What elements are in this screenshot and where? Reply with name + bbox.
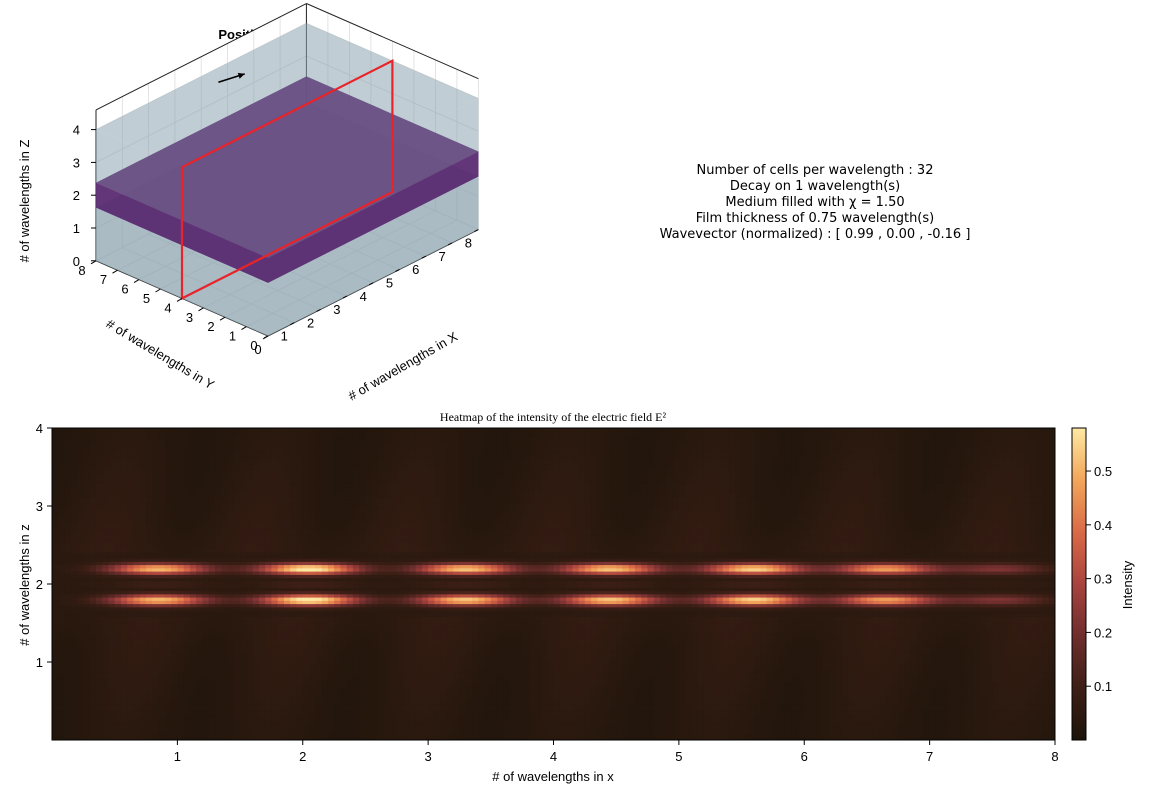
y-tick-mark [263, 336, 268, 339]
heatmap-panel: Heatmap of the intensity of the electric… [17, 410, 1135, 784]
y-tick-mark [242, 327, 247, 330]
heatmap-cells [52, 428, 1056, 741]
x-tick-label: 6 [412, 262, 419, 277]
axes-3d: Position of the heatmap 0123456780123456… [17, 4, 478, 404]
y-tick-mark [199, 308, 204, 311]
z-tick-label: 2 [73, 188, 80, 203]
x-tick-label: 5 [386, 276, 393, 291]
y-tick-label: 3 [186, 310, 193, 325]
x-tick-label: 4 [360, 289, 367, 304]
y-tick-label: 0 [250, 338, 257, 353]
y-tick-label: 6 [121, 282, 128, 297]
x-tick-label: 7 [438, 249, 445, 264]
z-tick-label: 0 [73, 254, 80, 269]
x-tick-label: 8 [465, 236, 472, 251]
x-tick-label: 2 [307, 315, 314, 330]
axis-label-x: # of wavelengths in X [345, 329, 460, 404]
z-tick-label: 3 [73, 155, 80, 170]
x-tick-label: 3 [333, 302, 340, 317]
y-tick-label: 2 [207, 319, 214, 334]
y-tick-label: 4 [164, 300, 171, 315]
y-tick-mark [134, 280, 139, 283]
x-tick-label: 1 [281, 329, 288, 344]
heatmap-title: Heatmap of the intensity of the electric… [440, 410, 667, 424]
axis-label-y: # of wavelengths in Y [104, 316, 218, 393]
axis-label-z: # of wavelengths in Z [17, 140, 32, 263]
y-tick-label: 5 [143, 291, 150, 306]
z-tick-label: 1 [73, 221, 80, 236]
y-tick-label: 7 [100, 272, 107, 287]
y-tick-label: 1 [229, 329, 236, 344]
y-tick-mark [113, 270, 118, 273]
y-tick-mark [220, 317, 225, 320]
z-tick-label: 4 [73, 123, 80, 138]
y-tick-mark [156, 289, 161, 292]
